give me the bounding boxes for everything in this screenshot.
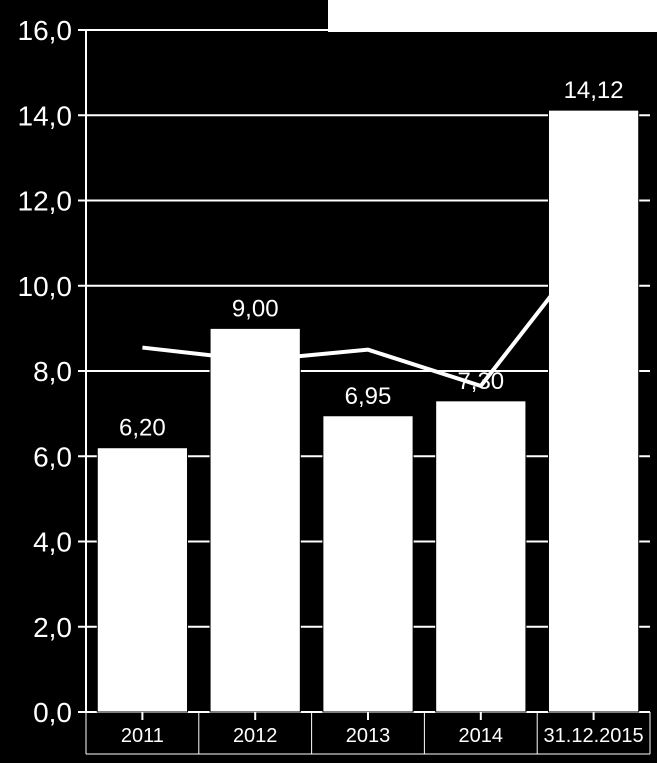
x-tick-label: 2014 xyxy=(459,725,504,747)
combo-bar-line-chart: 0,0 2,0 4,0 6,0 8,0 10,0 12,0 14,0 16,0 6,20 2011 9… xyxy=(0,0,657,763)
bar-value-label: 14,12 xyxy=(564,77,624,104)
y-tick-label: 16,0 xyxy=(18,15,73,46)
legend-box xyxy=(328,0,657,32)
y-tick-label: 0,0 xyxy=(33,697,72,728)
bar xyxy=(97,448,187,712)
y-tick-label: 14,0 xyxy=(18,100,73,131)
y-tick-label: 8,0 xyxy=(33,356,72,387)
bar-value-label: 6,95 xyxy=(345,383,392,410)
x-tick-label: 2013 xyxy=(346,725,391,747)
y-tick-label: 10,0 xyxy=(18,271,73,302)
bar xyxy=(548,110,638,712)
y-tick-label: 2,0 xyxy=(33,612,72,643)
y-tick-label: 4,0 xyxy=(33,527,72,558)
x-tick-label: 2011 xyxy=(121,725,164,747)
bar-value-label: 6,20 xyxy=(119,415,166,442)
y-tick-label: 12,0 xyxy=(18,186,73,217)
y-tick-label: 6,0 xyxy=(33,441,72,472)
bar xyxy=(210,328,300,712)
bar-value-label: 9,00 xyxy=(232,295,279,322)
bar xyxy=(323,416,413,712)
x-tick-label: 31.12.2015 xyxy=(544,725,644,747)
x-tick-label: 2012 xyxy=(233,725,278,747)
bar xyxy=(436,401,526,712)
